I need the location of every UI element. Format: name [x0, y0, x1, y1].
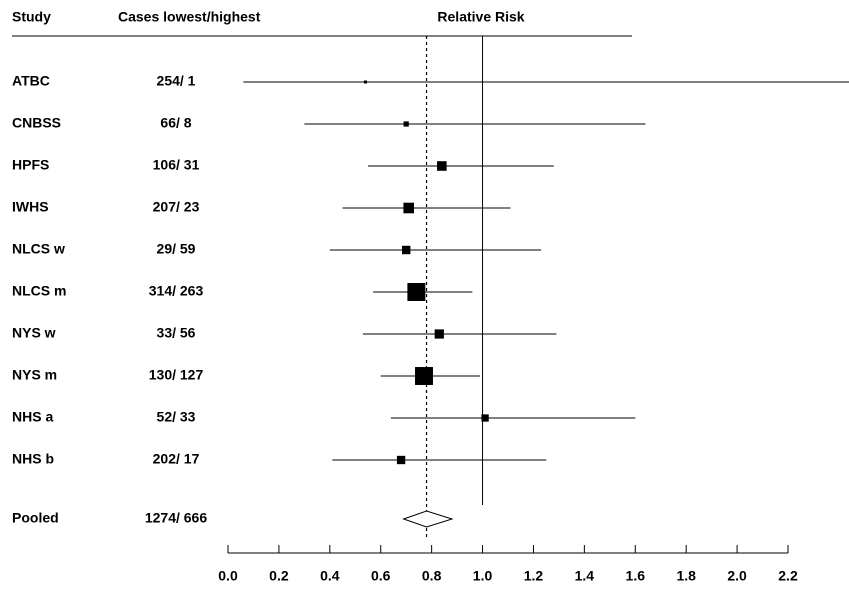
cases-label: 130/ 127	[149, 367, 204, 383]
point-estimate	[403, 202, 415, 214]
header-study: Study	[12, 9, 51, 25]
cases-label: 207/ 23	[153, 199, 200, 215]
point-estimate	[407, 283, 426, 301]
header-effect: Relative Risk	[437, 9, 524, 25]
study-label: NHS a	[12, 409, 53, 425]
x-tick-label: 0.4	[320, 568, 340, 584]
study-label: NYS w	[12, 325, 56, 341]
study-label: IWHS	[12, 199, 49, 215]
study-label: NLCS m	[12, 283, 66, 299]
cases-label: 314/ 263	[149, 283, 204, 299]
x-tick-label: 2.2	[778, 568, 798, 584]
point-estimate	[434, 329, 444, 339]
x-tick-label: 0.2	[269, 568, 289, 584]
study-label: NLCS w	[12, 241, 65, 257]
x-tick-label: 0.8	[422, 568, 442, 584]
x-tick-label: 2.0	[727, 568, 747, 584]
study-label: NHS b	[12, 451, 54, 467]
pooled-cases: 1274/ 666	[145, 510, 207, 526]
cases-label: 202/ 17	[153, 451, 200, 467]
cases-label: 29/ 59	[157, 241, 196, 257]
point-estimate	[401, 245, 411, 255]
study-label: ATBC	[12, 73, 50, 89]
study-label: HPFS	[12, 157, 49, 173]
x-tick-label: 0.0	[218, 568, 238, 584]
point-estimate	[396, 455, 406, 465]
point-estimate	[363, 80, 367, 84]
x-tick-label: 1.6	[626, 568, 646, 584]
x-tick-label: 1.8	[676, 568, 696, 584]
x-tick-label: 0.6	[371, 568, 391, 584]
point-estimate	[415, 367, 433, 385]
x-tick-label: 1.0	[473, 568, 493, 584]
study-label: CNBSS	[12, 115, 61, 131]
point-estimate	[403, 121, 409, 127]
cases-label: 66/ 8	[160, 115, 191, 131]
pooled-label: Pooled	[12, 510, 59, 526]
x-tick-label: 1.2	[524, 568, 544, 584]
point-estimate	[437, 161, 447, 171]
cases-label: 106/ 31	[153, 157, 200, 173]
cases-label: 33/ 56	[157, 325, 196, 341]
study-label: NYS m	[12, 367, 57, 383]
header-cases: Cases lowest/highest	[118, 9, 261, 25]
cases-label: 254/ 1	[157, 73, 196, 89]
cases-label: 52/ 33	[157, 409, 196, 425]
point-estimate	[481, 414, 489, 422]
x-tick-label: 1.4	[575, 568, 595, 584]
pooled-diamond	[402, 510, 454, 528]
